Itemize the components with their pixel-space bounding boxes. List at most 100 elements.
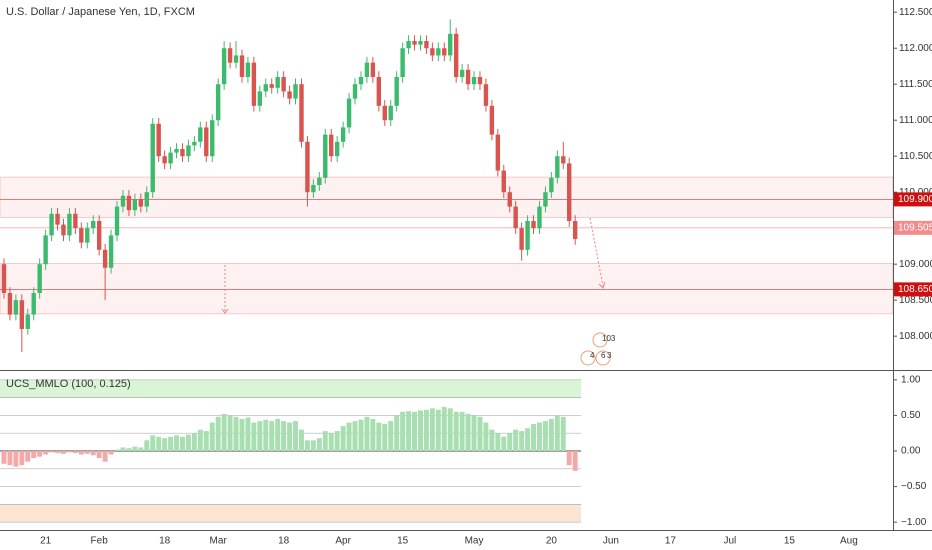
y-tick-label: 109.000 <box>899 259 932 270</box>
candle-body <box>495 134 501 171</box>
histogram-bar <box>168 436 174 451</box>
histogram-bar <box>144 440 150 451</box>
histogram-bar <box>96 451 102 459</box>
histogram-bar <box>275 418 281 451</box>
candle-body <box>263 84 268 92</box>
level-band <box>0 504 582 523</box>
price-label: 108.650 <box>898 284 932 295</box>
event-icon[interactable] <box>595 350 611 366</box>
candle-body <box>144 192 149 207</box>
histogram-bar <box>465 413 471 451</box>
y-tick-label: 110.000 <box>899 187 932 198</box>
candle-body <box>180 149 185 157</box>
histogram-bar <box>429 408 435 451</box>
indicator-title: UCS_MMLO (100, 0.125) <box>6 378 131 390</box>
candle-body <box>329 134 334 157</box>
candle-body <box>198 127 203 142</box>
histogram-bar <box>66 451 72 453</box>
candle-body <box>358 77 364 85</box>
candle-body <box>233 55 239 63</box>
zone <box>0 263 894 315</box>
candle-body <box>31 292 36 315</box>
x-tick-label: 20 <box>546 536 558 547</box>
y-tick-label: 112.500 <box>899 7 932 18</box>
event-count: 3 <box>607 351 612 360</box>
candle-body <box>525 220 530 250</box>
candle-body <box>507 192 512 207</box>
histogram-bar <box>90 451 96 456</box>
histogram-bar <box>346 422 352 451</box>
histogram-bar <box>13 451 19 467</box>
candle-body <box>293 84 298 99</box>
histogram-bar <box>548 418 554 451</box>
candle-body <box>442 48 447 56</box>
histogram-bar <box>138 447 144 451</box>
histogram-bar <box>388 421 394 451</box>
histogram-bar <box>185 434 191 451</box>
histogram-bar <box>132 446 138 451</box>
candle-body <box>126 195 132 211</box>
histogram-bar <box>537 422 542 451</box>
candle-body <box>156 123 161 157</box>
y-tick-label: 110.500 <box>899 151 932 162</box>
candle-body <box>257 91 263 106</box>
histogram-bar <box>519 431 525 451</box>
candle-body <box>239 55 245 78</box>
candle-body <box>572 220 578 239</box>
histogram-bar <box>102 451 108 462</box>
histogram-bar <box>334 431 340 451</box>
candle-body <box>561 156 566 164</box>
candle-body <box>299 84 304 142</box>
candle-body <box>186 145 191 157</box>
candle-body <box>73 213 78 229</box>
y-tick-label: 111.000 <box>899 115 932 126</box>
histogram-bar <box>572 451 578 471</box>
candle-body <box>25 314 30 329</box>
histogram-bar <box>7 451 13 466</box>
x-tick-label: 18 <box>159 536 171 547</box>
histogram-bar <box>203 431 209 451</box>
candle-body <box>114 206 120 236</box>
candle-body <box>388 105 393 121</box>
histogram-bar <box>156 436 162 451</box>
candle-body <box>483 84 489 106</box>
histogram-bar <box>453 411 459 451</box>
candle-body <box>424 41 429 49</box>
histogram-bar <box>328 433 334 451</box>
histogram-bar <box>418 410 423 451</box>
event-icon[interactable] <box>580 350 596 366</box>
candle-body <box>174 149 179 153</box>
price-label-box <box>894 220 932 235</box>
arrow-head <box>221 308 229 314</box>
x-tick-label: Apr <box>335 536 351 547</box>
candle-body <box>55 213 60 225</box>
histogram-bar <box>412 411 417 451</box>
y-tick-label: 0.00 <box>901 446 921 457</box>
candle-body <box>49 213 54 236</box>
x-tick-label: 15 <box>397 536 409 547</box>
candle-body <box>91 220 96 229</box>
candle-body <box>436 48 441 56</box>
y-tick-label: 0.50 <box>901 410 921 421</box>
candle-body <box>400 48 405 78</box>
histogram-bar <box>304 440 310 451</box>
projection-arrow <box>589 217 604 287</box>
event-icon[interactable] <box>592 332 608 348</box>
y-tick-label: −1.00 <box>901 517 927 528</box>
candle-body <box>96 220 102 250</box>
candle-body <box>215 84 221 121</box>
candle-body <box>102 249 108 268</box>
histogram-bar <box>281 421 287 451</box>
candle-body <box>108 235 114 268</box>
histogram-bar <box>406 411 412 451</box>
event-count: 6 <box>601 351 606 360</box>
histogram-bar <box>340 426 346 451</box>
histogram-bar <box>364 416 370 451</box>
histogram-bar <box>251 422 257 451</box>
histogram-bar <box>560 416 566 451</box>
events[interactable]: 103 4 6 3 <box>580 332 616 366</box>
histogram-bar <box>114 449 120 451</box>
candle-body <box>162 156 167 164</box>
candle-body <box>340 127 346 142</box>
